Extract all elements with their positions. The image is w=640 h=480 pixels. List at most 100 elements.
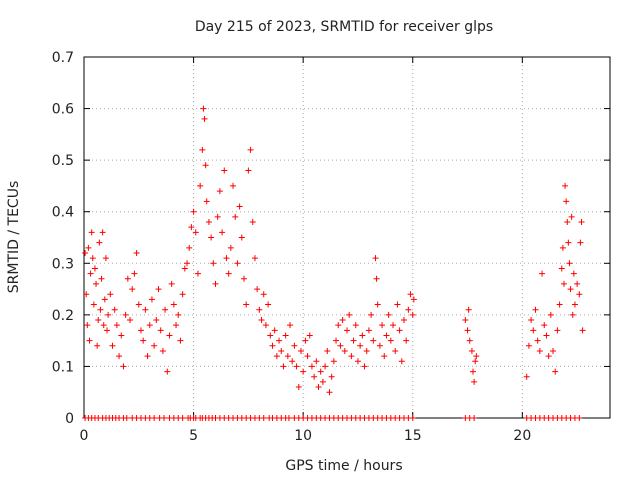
- data-point: [205, 219, 212, 226]
- data-point: [473, 353, 480, 360]
- chart-title: Day 215 of 2023, SRMTID for receiver glp…: [195, 19, 493, 35]
- data-point: [568, 213, 575, 220]
- data-point: [385, 311, 392, 318]
- data-point: [368, 311, 375, 318]
- data-point: [151, 415, 158, 421]
- data-point: [262, 322, 269, 329]
- data-point: [337, 342, 344, 349]
- data-point: [308, 363, 315, 370]
- data-point: [201, 115, 208, 122]
- data-point: [566, 260, 573, 267]
- data-point: [410, 296, 417, 303]
- data-point: [464, 327, 471, 334]
- data-point: [379, 322, 386, 329]
- data-point: [376, 342, 383, 349]
- x-tick-label: 0: [80, 428, 89, 444]
- data-point: [383, 332, 390, 339]
- data-point: [124, 275, 131, 282]
- data-point: [249, 219, 256, 226]
- data-point: [113, 322, 120, 329]
- data-point: [199, 146, 206, 153]
- data-point: [179, 291, 186, 298]
- data-point: [562, 182, 569, 189]
- data-point: [465, 306, 472, 313]
- x-tick-label: 10: [294, 428, 312, 444]
- data-point: [276, 337, 283, 344]
- data-point: [99, 229, 106, 236]
- data-point: [536, 347, 543, 354]
- data-point: [267, 332, 274, 339]
- y-tick-label: 0: [65, 411, 74, 427]
- data-point: [151, 342, 158, 349]
- data-point: [543, 332, 550, 339]
- data-point: [135, 301, 142, 308]
- data-point: [552, 368, 559, 375]
- data-point: [579, 327, 586, 334]
- data-point: [392, 347, 399, 354]
- data-point: [387, 337, 394, 344]
- data-point: [400, 317, 407, 324]
- data-point: [570, 270, 577, 277]
- data-point: [365, 327, 372, 334]
- data-point: [98, 275, 105, 282]
- data-point: [311, 373, 318, 380]
- data-point: [363, 347, 370, 354]
- data-point: [297, 347, 304, 354]
- data-point: [170, 301, 177, 308]
- data-point: [295, 384, 302, 391]
- data-point: [190, 208, 197, 215]
- data-point: [227, 244, 234, 251]
- data-point: [560, 280, 567, 287]
- data-point: [326, 389, 333, 396]
- data-point: [105, 311, 112, 318]
- data-point: [258, 317, 265, 324]
- data-point: [254, 286, 261, 293]
- data-point: [333, 337, 340, 344]
- data-point: [200, 105, 207, 112]
- data-point: [236, 203, 243, 210]
- data-point: [302, 337, 309, 344]
- data-point: [278, 347, 285, 354]
- data-point: [390, 322, 397, 329]
- data-point: [82, 249, 89, 256]
- data-point: [350, 337, 357, 344]
- data-point: [541, 322, 548, 329]
- data-point: [407, 291, 414, 298]
- data-point: [554, 327, 561, 334]
- data-point: [148, 296, 155, 303]
- data-point: [291, 342, 298, 349]
- data-point: [273, 353, 280, 360]
- data-point: [118, 332, 125, 339]
- data-point: [194, 270, 201, 277]
- data-point: [159, 347, 166, 354]
- data-point: [409, 311, 416, 318]
- data-point: [569, 311, 576, 318]
- data-point: [223, 255, 230, 262]
- data-point: [186, 244, 193, 251]
- data-point: [352, 322, 359, 329]
- data-point: [409, 415, 416, 421]
- data-point: [93, 280, 100, 287]
- data-point: [175, 311, 182, 318]
- data-point: [571, 301, 578, 308]
- data-point: [111, 306, 118, 313]
- data-point: [317, 368, 324, 375]
- data-point: [133, 249, 140, 256]
- data-point: [232, 213, 239, 220]
- data-point: [260, 415, 267, 421]
- data-point: [306, 332, 313, 339]
- data-point: [104, 327, 111, 334]
- data-point: [230, 182, 237, 189]
- data-point: [202, 162, 209, 169]
- data-point: [214, 213, 221, 220]
- data-markers: [82, 105, 586, 421]
- data-point: [468, 347, 475, 354]
- data-point: [109, 342, 116, 349]
- data-point: [300, 368, 307, 375]
- data-point: [578, 219, 585, 226]
- data-point: [100, 322, 107, 329]
- data-point: [251, 255, 258, 262]
- x-axis-label: GPS time / hours: [285, 458, 402, 474]
- data-point: [576, 415, 583, 421]
- data-point: [466, 337, 473, 344]
